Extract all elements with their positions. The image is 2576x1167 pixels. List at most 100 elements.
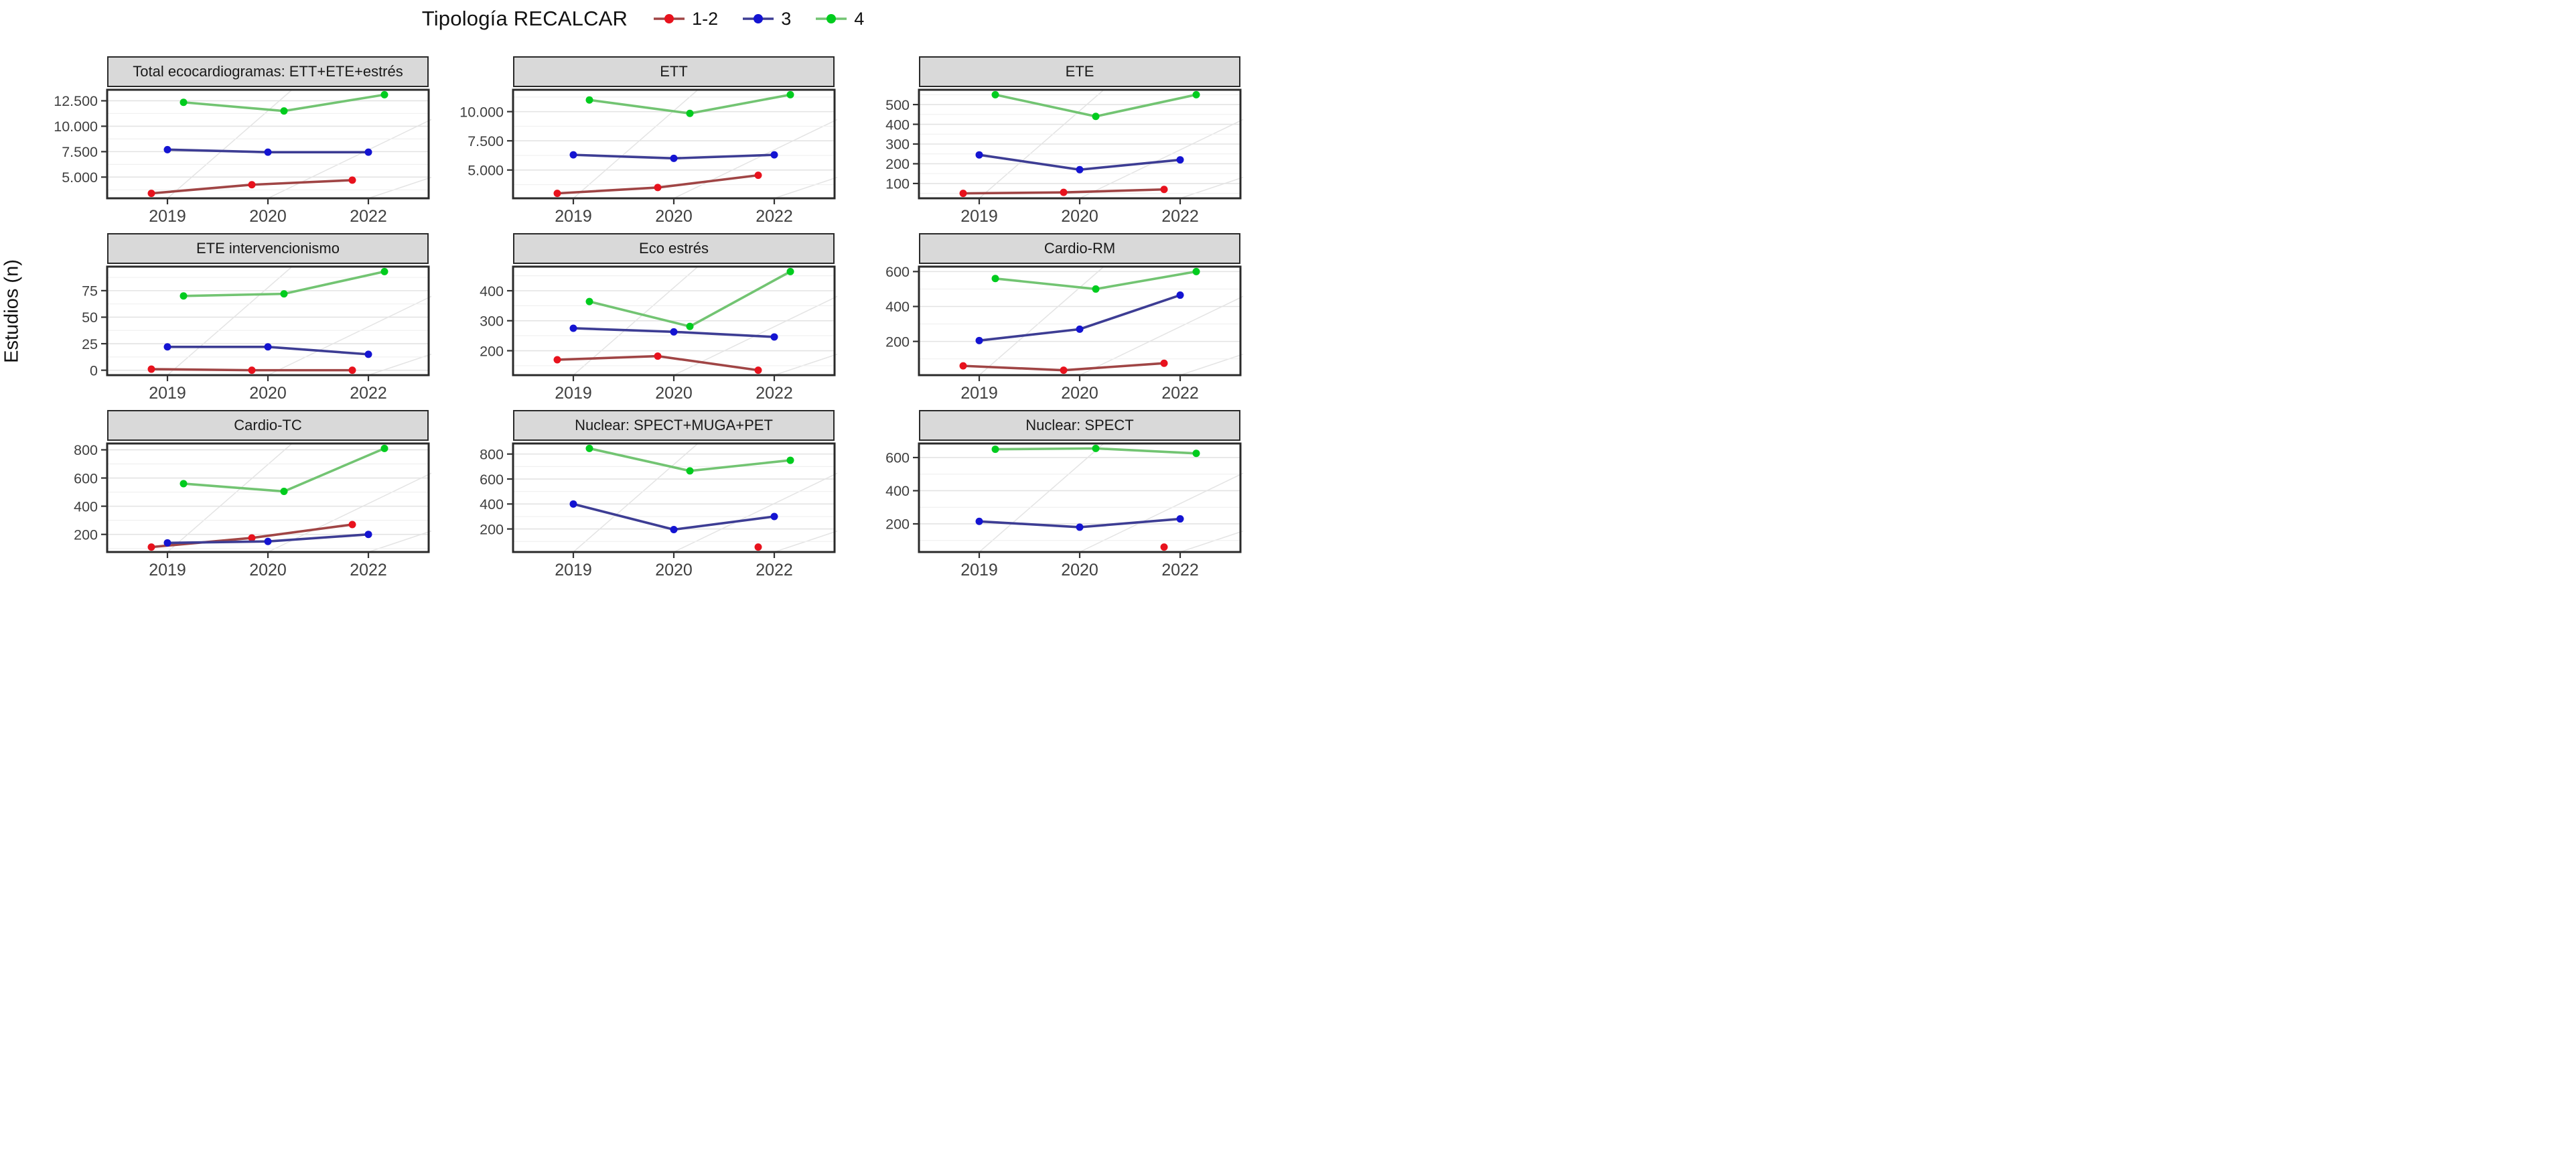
x-tick-label: 2022 — [756, 561, 793, 577]
x-tick-label: 2020 — [249, 207, 287, 224]
panel-plot: 200 400 600 800 2019 2020 2022 — [74, 442, 431, 577]
y-tick-label: 400 — [885, 483, 910, 499]
figure-header: Tipología RECALCAR 1-2 3 4 — [0, 7, 1286, 31]
panel-title: ETT — [513, 56, 835, 87]
panel-title: ETE intervencionismo — [107, 233, 429, 264]
x-tick-label: 2022 — [756, 207, 793, 224]
data-point — [248, 534, 256, 542]
x-tick-label: 2022 — [350, 561, 387, 577]
legend-label: 1-2 — [692, 8, 719, 29]
series-1-2 — [147, 365, 356, 374]
data-point — [786, 267, 794, 275]
legend-key-icon — [816, 14, 847, 23]
y-tick-label: 50 — [82, 310, 98, 326]
x-tick-label: 2022 — [350, 207, 387, 224]
data-point — [1076, 165, 1084, 174]
panel-nuclear-spect: Nuclear: SPECT 200 400 600 2019 2020 2022 — [855, 410, 1243, 577]
x-tick-label: 2022 — [350, 384, 387, 401]
data-point — [348, 176, 356, 184]
series-4 — [991, 444, 1200, 458]
panel-cardio-tc: Cardio-TC 200 400 600 800 2019 2020 2022 — [43, 410, 431, 577]
data-point — [1092, 444, 1100, 452]
series-3 — [569, 151, 778, 162]
data-point — [1060, 188, 1068, 196]
data-point — [163, 145, 171, 153]
panel-title: ETE — [919, 56, 1240, 87]
data-point — [585, 444, 593, 452]
data-point — [380, 90, 388, 98]
data-point — [991, 275, 999, 283]
data-point — [1160, 186, 1168, 194]
series-4 — [180, 267, 388, 300]
legend: 1-2 3 4 — [653, 9, 864, 29]
data-point — [569, 500, 577, 508]
legend-label: 3 — [781, 8, 792, 29]
panel-ett: ETT 5.000 7.500 10.000 2019 2020 2022 — [449, 56, 837, 224]
y-tick-label: 10.000 — [459, 104, 504, 120]
data-point — [180, 480, 188, 488]
data-point — [1176, 291, 1184, 299]
series-1-2 — [147, 176, 356, 198]
x-tick-label: 2019 — [555, 384, 592, 401]
data-point — [686, 467, 694, 475]
y-tick-label: 300 — [885, 137, 910, 153]
data-point — [654, 352, 662, 360]
data-point — [380, 267, 388, 275]
panel-title: Cardio-RM — [919, 233, 1240, 264]
series-1-2 — [1160, 543, 1168, 551]
x-tick-label: 2019 — [960, 384, 998, 401]
x-tick-label: 2020 — [655, 384, 693, 401]
panel-nuclear-spect-muga-pet: Nuclear: SPECT+MUGA+PET 200 400 600 800 2019 2… — [449, 410, 837, 577]
y-tick-label: 500 — [885, 97, 910, 113]
data-point — [364, 148, 372, 156]
data-point — [770, 151, 778, 159]
series-1-2 — [959, 186, 1168, 198]
data-point — [147, 190, 155, 198]
panel-title: Nuclear: SPECT+MUGA+PET — [513, 410, 835, 441]
series-4 — [180, 90, 388, 115]
data-point — [654, 184, 662, 192]
data-point — [180, 98, 188, 107]
data-point — [348, 521, 356, 529]
y-axis-title: Estudios (n) — [1, 259, 23, 363]
data-point — [1060, 366, 1068, 374]
data-point — [786, 90, 794, 98]
y-tick-label: 300 — [480, 314, 504, 330]
data-point — [163, 343, 171, 351]
data-point — [147, 365, 155, 373]
x-tick-label: 2020 — [249, 384, 287, 401]
data-point — [163, 539, 171, 547]
y-tick-label: 200 — [885, 156, 910, 172]
y-tick-label: 600 — [885, 450, 910, 466]
x-tick-label: 2020 — [1061, 207, 1098, 224]
data-point — [585, 96, 593, 104]
data-point — [1176, 515, 1184, 523]
y-tick-label: 75 — [82, 283, 98, 299]
y-tick-label: 200 — [480, 343, 504, 359]
panel-ete: ETE 100 200 300 400 500 2019 2020 2022 — [855, 56, 1243, 224]
y-tick-label: 25 — [82, 336, 98, 352]
series-4 — [991, 90, 1200, 121]
data-point — [1160, 543, 1168, 551]
data-point — [1092, 285, 1100, 293]
data-point — [180, 292, 188, 300]
data-point — [670, 328, 678, 336]
panel-ete-intervencionismo: ETE intervencionismo 0 25 50 75 2019 2020 2022 — [43, 233, 431, 401]
series-4 — [991, 267, 1200, 293]
panel-total-ecocardiogramas-ett-ete-estr-s: Total ecocardiogramas: ETT+ETE+estrés 5.0… — [43, 56, 431, 224]
data-point — [686, 322, 694, 330]
y-tick-label: 7.500 — [468, 133, 504, 149]
data-point — [786, 456, 794, 464]
y-tick-label: 200 — [74, 527, 98, 543]
data-point — [1176, 156, 1184, 164]
faceted-line-chart-figure: Tipología RECALCAR 1-2 3 4 Estudios (n) To… — [0, 0, 1286, 583]
y-tick-label: 400 — [480, 283, 504, 299]
x-tick-label: 2022 — [1161, 561, 1199, 577]
data-point — [670, 526, 678, 534]
y-tick-label: 200 — [885, 334, 910, 350]
legend-item-1-2: 1-2 — [653, 9, 718, 29]
data-point — [959, 362, 967, 370]
y-tick-label: 800 — [74, 442, 98, 458]
data-point — [280, 488, 288, 496]
data-point — [1160, 359, 1168, 367]
